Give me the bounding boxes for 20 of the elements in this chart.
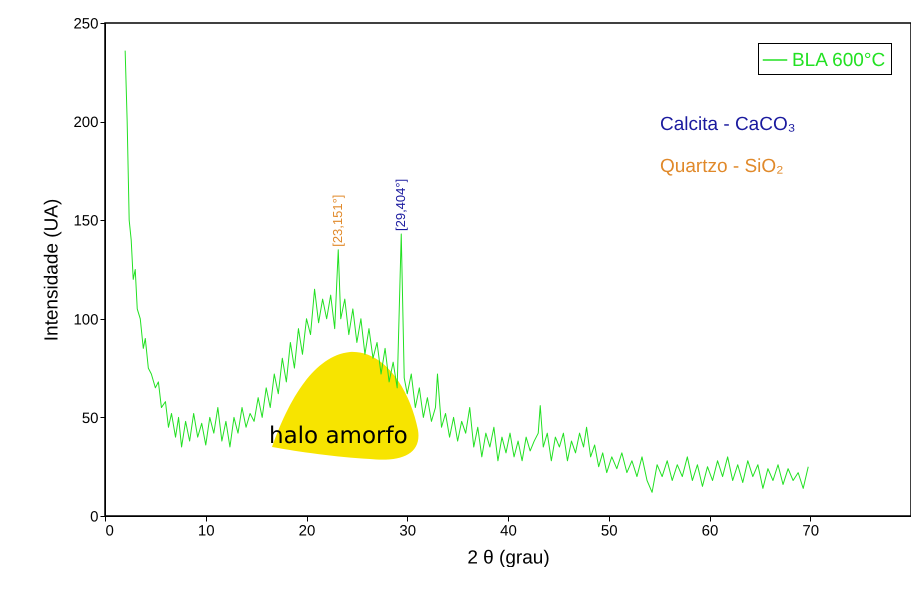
x-tick-label: 0: [106, 522, 114, 540]
x-tick-label: 10: [198, 522, 215, 540]
annotation: [29,404°]: [393, 178, 408, 232]
y-tick-label: 200: [73, 114, 98, 132]
y-tick-label: 250: [73, 16, 98, 32]
y-tick-label: 50: [82, 410, 98, 427]
x-tick-label: 30: [399, 522, 416, 540]
y-axis-title: Intensidade (UA): [41, 198, 62, 342]
annotation: Quartzo - SiO₂: [660, 156, 784, 177]
x-tick-label: 70: [802, 522, 820, 540]
annotation: [23,151°]: [330, 194, 346, 247]
x-tick-label: 20: [298, 522, 316, 540]
x-tick-label: 40: [500, 522, 517, 540]
legend-label: BLA 600°C: [792, 50, 886, 71]
y-tick-label: 150: [73, 212, 98, 230]
annotation: Calcita - CaCO₃: [660, 114, 796, 135]
y-tick-label: 0: [90, 508, 98, 526]
x-tick-label: 50: [600, 522, 618, 540]
y-tick-label: 100: [73, 311, 98, 328]
x-tick-label: 60: [702, 522, 718, 540]
